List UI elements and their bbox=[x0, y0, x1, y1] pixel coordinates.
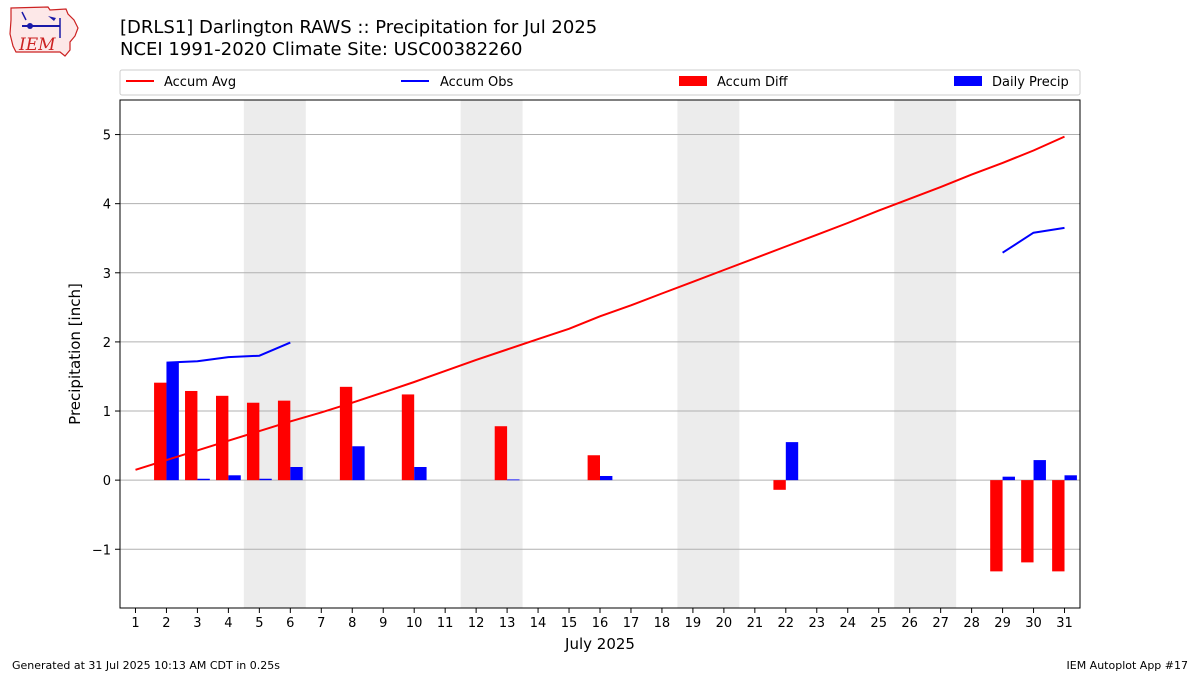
y-tick-label: 0 bbox=[103, 474, 111, 489]
weekend-shade-3 bbox=[677, 100, 740, 608]
accum-diff-bar-day-6 bbox=[277, 400, 291, 481]
daily-precip-bar-day-31 bbox=[1064, 475, 1077, 481]
daily-precip-bar-day-13 bbox=[507, 479, 520, 481]
footer-app: IEM Autoplot App #17 bbox=[1066, 659, 1189, 672]
accum-diff-bar-day-5 bbox=[246, 402, 260, 481]
daily-precip-bar-day-8 bbox=[352, 446, 365, 481]
x-tick-label: 15 bbox=[561, 616, 578, 631]
x-tick-label: 5 bbox=[255, 616, 263, 631]
accum-diff-bar-day-13 bbox=[494, 426, 508, 481]
x-tick-label: 27 bbox=[932, 616, 949, 631]
x-tick-label: 20 bbox=[716, 616, 733, 631]
x-tick-label: 8 bbox=[348, 616, 356, 631]
iem-logo-graphic: IEM bbox=[9, 6, 79, 57]
x-axis-label: July 2025 bbox=[564, 635, 635, 653]
x-tick-label: 9 bbox=[379, 616, 387, 631]
legend-label-accum-avg: Accum Avg bbox=[164, 75, 236, 90]
legend-swatch-daily-precip bbox=[954, 76, 982, 86]
x-tick-label: 29 bbox=[994, 616, 1011, 631]
x-tick-label: 1 bbox=[131, 616, 139, 631]
daily-precip-bar-day-2 bbox=[166, 362, 179, 481]
daily-precip-bar-day-30 bbox=[1033, 460, 1046, 481]
accum-diff-bar-day-22 bbox=[773, 480, 786, 490]
daily-precip-bar-day-29 bbox=[1002, 476, 1015, 481]
svg-text:IEM: IEM bbox=[18, 35, 56, 55]
y-tick-label: 3 bbox=[103, 267, 111, 282]
x-tick-label: 21 bbox=[747, 616, 764, 631]
x-tick-label: 30 bbox=[1025, 616, 1042, 631]
accum-diff-bar-day-3 bbox=[185, 390, 198, 481]
x-tick-label: 13 bbox=[499, 616, 516, 631]
x-tick-label: 31 bbox=[1056, 616, 1073, 631]
x-tick-label: 7 bbox=[317, 616, 325, 631]
accum-diff-bar-day-30 bbox=[1021, 480, 1034, 563]
x-tick-label: 26 bbox=[901, 616, 918, 631]
daily-precip-bar-day-5 bbox=[259, 478, 272, 481]
daily-precip-bar-day-6 bbox=[290, 467, 303, 481]
iem-logo: IEM bbox=[8, 6, 80, 58]
accum-diff-bar-day-8 bbox=[339, 386, 353, 481]
legend-label-accum-diff: Accum Diff bbox=[717, 75, 789, 90]
daily-precip-bar-day-4 bbox=[228, 475, 241, 481]
accum-avg-line-segment-1 bbox=[135, 135, 1065, 471]
weekend-shade-1 bbox=[243, 100, 306, 608]
y-axis-label: Precipitation [inch] bbox=[66, 283, 84, 425]
x-tick-label: 19 bbox=[685, 616, 702, 631]
daily-precip-bar-day-22 bbox=[785, 442, 799, 481]
weekend-shade-4 bbox=[894, 100, 957, 608]
x-tick-label: 3 bbox=[193, 616, 201, 631]
x-tick-label: 12 bbox=[468, 616, 485, 631]
y-tick-label: 1 bbox=[103, 405, 111, 420]
accum-diff-bar-day-2 bbox=[154, 382, 167, 481]
x-tick-label: 28 bbox=[963, 616, 980, 631]
footer-generated: Generated at 31 Jul 2025 10:13 AM CDT in… bbox=[12, 659, 280, 672]
x-tick-label: 2 bbox=[162, 616, 170, 631]
x-tick-label: 6 bbox=[286, 616, 294, 631]
daily-precip-bar-day-16 bbox=[600, 475, 613, 481]
x-tick-label: 23 bbox=[809, 616, 826, 631]
x-tick-label: 14 bbox=[530, 616, 547, 631]
accum-diff-bar-day-31 bbox=[1052, 480, 1065, 572]
daily-precip-bar-day-3 bbox=[197, 478, 210, 481]
x-tick-label: 10 bbox=[406, 616, 423, 631]
y-tick-label: −1 bbox=[92, 543, 111, 558]
accum-diff-bar-day-4 bbox=[216, 395, 229, 481]
legend-label-daily-precip: Daily Precip bbox=[992, 75, 1069, 90]
legend-swatch-accum-diff bbox=[679, 76, 707, 86]
daily-precip-bar-day-10 bbox=[414, 467, 427, 481]
accum-diff-bar-day-29 bbox=[990, 480, 1003, 572]
x-tick-label: 11 bbox=[437, 616, 454, 631]
y-tick-label: 5 bbox=[103, 129, 111, 144]
accum-obs-line-segment-2 bbox=[1002, 226, 1065, 254]
accum-obs-line-segment-1 bbox=[166, 341, 291, 364]
accum-diff-bar-day-10 bbox=[401, 394, 415, 481]
x-tick-label: 25 bbox=[870, 616, 887, 631]
accum-diff-bar-day-16 bbox=[587, 455, 600, 481]
x-tick-label: 16 bbox=[592, 616, 609, 631]
x-tick-label: 18 bbox=[654, 616, 671, 631]
chart-title: [DRLS1] Darlington RAWS :: Precipitation… bbox=[120, 17, 598, 38]
legend-label-accum-obs: Accum Obs bbox=[440, 75, 513, 90]
x-tick-label: 4 bbox=[224, 616, 232, 631]
legend: Accum Avg Accum Obs Accum Diff Daily Pre… bbox=[119, 69, 1081, 96]
chart-subtitle: NCEI 1991-2020 Climate Site: USC00382260 bbox=[120, 39, 523, 60]
x-tick-label: 22 bbox=[778, 616, 795, 631]
plot-frame bbox=[119, 99, 1081, 609]
x-tick-label: 17 bbox=[623, 616, 640, 631]
x-tick-label: 24 bbox=[839, 616, 856, 631]
y-tick-label: 2 bbox=[103, 336, 111, 351]
y-tick-label: 4 bbox=[103, 198, 111, 213]
legend-frame bbox=[119, 69, 1081, 96]
